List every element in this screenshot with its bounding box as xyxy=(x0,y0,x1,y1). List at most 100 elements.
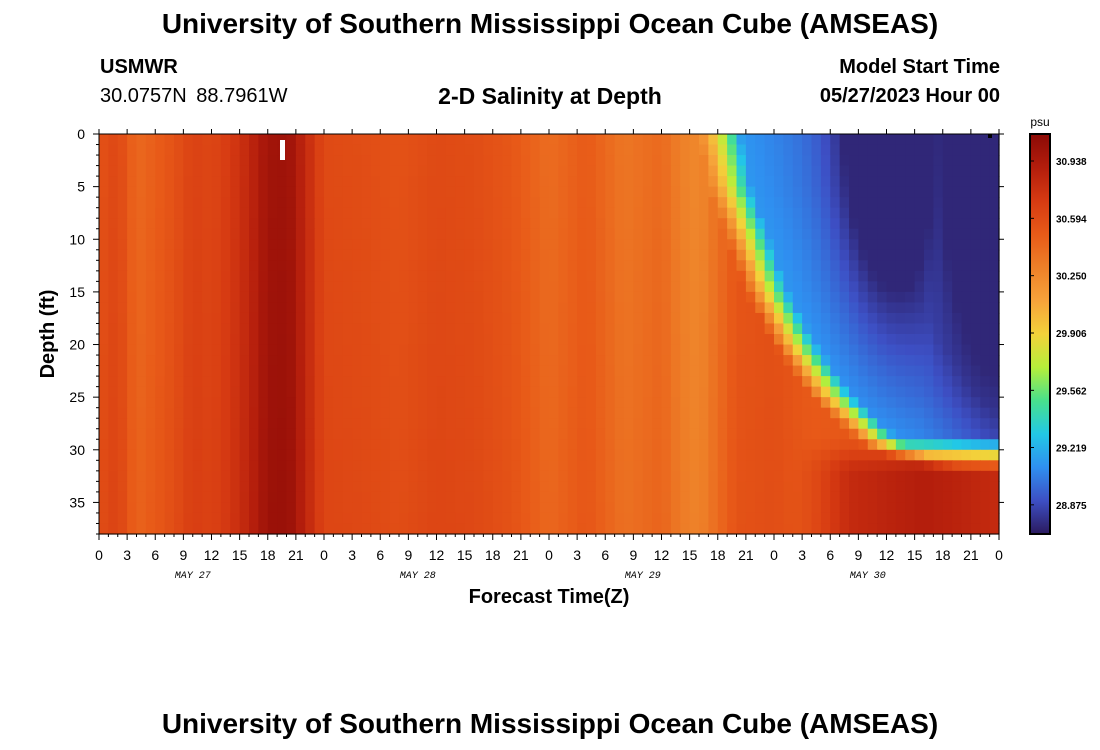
heatmap-cell xyxy=(699,523,709,535)
heatmap-cell xyxy=(464,502,475,514)
heatmap-cell xyxy=(567,523,578,535)
heatmap-cell xyxy=(417,239,428,251)
heatmap-cell xyxy=(764,449,775,461)
heatmap-cell xyxy=(886,249,897,261)
heatmap-cell xyxy=(183,144,194,156)
heatmap-cell xyxy=(399,376,409,388)
heatmap-cell xyxy=(324,134,334,146)
heatmap-cell xyxy=(624,302,634,314)
heatmap-cell xyxy=(895,312,906,325)
heatmap-cell xyxy=(905,144,916,156)
heatmap-cell xyxy=(708,376,719,388)
heatmap-cell xyxy=(764,418,775,430)
heatmap-cell xyxy=(867,428,878,440)
heatmap-cell xyxy=(989,502,1000,514)
heatmap-cell xyxy=(183,523,194,535)
heatmap-cell xyxy=(399,449,409,461)
heatmap-cell xyxy=(155,144,166,156)
heatmap-cell xyxy=(802,228,813,240)
heatmap-cell xyxy=(324,439,334,451)
heatmap-cell xyxy=(877,281,888,293)
heatmap-cell xyxy=(736,197,747,209)
heatmap-cell xyxy=(324,512,334,525)
heatmap-cell xyxy=(267,355,278,367)
heatmap-cell xyxy=(792,460,803,472)
x-tick-label: 3 xyxy=(348,547,356,563)
heatmap-cell xyxy=(839,134,850,146)
heatmap-cell xyxy=(474,270,484,282)
heatmap-cell xyxy=(924,439,934,451)
heatmap-cell xyxy=(820,260,831,272)
heatmap-cell xyxy=(445,386,456,398)
heatmap-cell xyxy=(577,460,588,472)
heatmap-cell xyxy=(511,491,522,504)
heatmap-cell xyxy=(586,355,597,367)
heatmap-cell xyxy=(980,512,991,525)
heatmap-cell xyxy=(417,365,428,377)
heatmap-cell xyxy=(820,481,831,493)
heatmap-cell xyxy=(333,386,344,398)
heatmap-cell xyxy=(183,470,194,482)
heatmap-cell xyxy=(577,418,588,430)
heatmap-cell xyxy=(267,323,278,335)
heatmap-cell xyxy=(699,155,709,167)
heatmap-cell xyxy=(830,281,841,293)
heatmap-cell xyxy=(502,397,513,409)
heatmap-cell xyxy=(933,397,944,409)
heatmap-cell xyxy=(295,302,306,314)
heatmap-cell xyxy=(220,449,231,461)
heatmap-cell xyxy=(577,376,588,388)
x-tick-label: 18 xyxy=(260,547,276,563)
heatmap-cell xyxy=(989,312,1000,325)
heatmap-cell xyxy=(108,134,119,146)
heatmap-cell xyxy=(474,365,484,377)
heatmap-cell xyxy=(745,291,756,304)
heatmap-cell xyxy=(717,386,728,398)
heatmap-cell xyxy=(830,155,841,167)
heatmap-cell xyxy=(549,186,559,198)
heatmap-cell xyxy=(445,270,456,282)
heatmap-cell xyxy=(877,512,888,525)
heatmap-cell xyxy=(558,355,569,367)
heatmap-cell xyxy=(314,376,325,388)
heatmap-cell xyxy=(858,260,869,272)
heatmap-cell xyxy=(145,334,156,346)
heatmap-cell xyxy=(192,249,203,261)
heatmap-cell xyxy=(230,344,241,356)
heatmap-cell xyxy=(755,302,766,314)
heatmap-cell xyxy=(230,218,241,230)
heatmap-cell xyxy=(586,302,597,314)
heatmap-cell xyxy=(680,249,691,261)
heatmap-cell xyxy=(417,312,428,325)
heatmap-cell xyxy=(399,481,409,493)
heatmap-cell xyxy=(220,228,231,240)
heatmap-cell xyxy=(389,376,400,388)
heatmap-cell xyxy=(952,281,963,293)
heatmap-cell xyxy=(492,260,503,272)
heatmap-cell xyxy=(614,428,625,440)
heatmap-cell xyxy=(127,312,138,325)
heatmap-cell xyxy=(370,197,381,209)
heatmap-cell xyxy=(455,428,466,440)
heatmap-cell xyxy=(539,207,550,219)
heatmap-cell xyxy=(483,376,494,388)
heatmap-cell xyxy=(511,260,522,272)
heatmap-cell xyxy=(755,418,766,430)
heatmap-cell xyxy=(717,176,728,188)
heatmap-cell xyxy=(652,323,663,335)
heatmap-cell xyxy=(989,155,1000,167)
heatmap-cell xyxy=(914,207,925,219)
heatmap-cell xyxy=(689,491,700,504)
heatmap-cell xyxy=(577,155,588,167)
heatmap-cell xyxy=(155,334,166,346)
heatmap-cell xyxy=(220,502,231,514)
heatmap-cell xyxy=(952,344,963,356)
heatmap-cell xyxy=(370,418,381,430)
heatmap-cell xyxy=(286,312,297,325)
heatmap-cell xyxy=(783,407,794,419)
heatmap-cell xyxy=(99,312,109,325)
heatmap-cell xyxy=(830,144,841,156)
heatmap-cell xyxy=(295,176,306,188)
heatmap-cell xyxy=(399,470,409,482)
heatmap-cell xyxy=(361,386,372,398)
